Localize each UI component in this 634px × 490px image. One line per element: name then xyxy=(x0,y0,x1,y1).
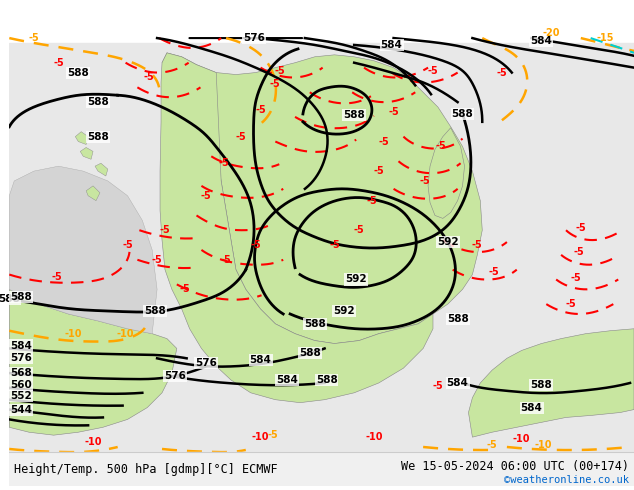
Text: 588: 588 xyxy=(447,314,469,324)
Text: 560: 560 xyxy=(10,380,32,390)
Text: -5: -5 xyxy=(255,105,266,115)
Text: -5: -5 xyxy=(366,196,377,206)
Polygon shape xyxy=(10,166,157,334)
Text: 588: 588 xyxy=(451,109,474,119)
Text: 576: 576 xyxy=(164,371,186,381)
Text: -5: -5 xyxy=(388,107,399,117)
Text: -5: -5 xyxy=(250,240,261,250)
Text: -5: -5 xyxy=(275,66,286,75)
Text: 576: 576 xyxy=(10,353,32,363)
Text: -5: -5 xyxy=(472,240,482,250)
Text: -5: -5 xyxy=(373,166,384,176)
Text: -5: -5 xyxy=(219,158,230,168)
Text: 588: 588 xyxy=(0,294,20,304)
Text: -10: -10 xyxy=(84,437,102,447)
Text: 588: 588 xyxy=(531,380,552,390)
Polygon shape xyxy=(428,128,465,219)
Text: 592: 592 xyxy=(346,274,367,285)
Polygon shape xyxy=(86,186,100,201)
Text: -5: -5 xyxy=(51,271,62,282)
Text: Height/Temp. 500 hPa [gdmp][°C] ECMWF: Height/Temp. 500 hPa [gdmp][°C] ECMWF xyxy=(14,463,278,476)
Text: 584: 584 xyxy=(380,40,403,50)
Text: -5: -5 xyxy=(436,142,446,151)
Text: -5: -5 xyxy=(235,132,246,142)
Text: -10: -10 xyxy=(534,440,552,450)
Text: 584: 584 xyxy=(447,378,469,388)
Text: 588: 588 xyxy=(316,375,337,385)
Text: 584: 584 xyxy=(521,403,543,413)
Text: 588: 588 xyxy=(299,348,321,358)
Text: 544: 544 xyxy=(10,405,32,415)
Bar xyxy=(10,43,634,452)
Text: -5: -5 xyxy=(420,176,430,186)
Text: -5: -5 xyxy=(427,66,438,75)
Text: -5: -5 xyxy=(160,225,171,235)
Text: 592: 592 xyxy=(437,237,458,247)
Text: -5: -5 xyxy=(487,440,498,450)
Text: 588: 588 xyxy=(145,306,166,316)
Text: -5: -5 xyxy=(270,79,281,89)
Text: -5: -5 xyxy=(221,255,231,265)
Polygon shape xyxy=(162,53,482,343)
Polygon shape xyxy=(75,132,88,145)
Polygon shape xyxy=(160,53,433,403)
Text: -20: -20 xyxy=(543,28,560,38)
Text: 584: 584 xyxy=(10,341,32,350)
Text: 576: 576 xyxy=(243,33,264,43)
Text: 588: 588 xyxy=(87,97,109,107)
Polygon shape xyxy=(81,147,93,159)
Text: -5: -5 xyxy=(144,73,155,82)
Polygon shape xyxy=(469,329,634,437)
Text: -10: -10 xyxy=(65,329,82,339)
Text: -5: -5 xyxy=(566,299,576,309)
Text: -10: -10 xyxy=(365,432,382,442)
Bar xyxy=(10,452,634,487)
Text: -10: -10 xyxy=(513,434,531,444)
Text: -10: -10 xyxy=(252,432,269,442)
Text: -5: -5 xyxy=(329,240,340,250)
Text: -15: -15 xyxy=(597,33,614,43)
Text: -5: -5 xyxy=(53,58,64,68)
Text: -5: -5 xyxy=(268,430,279,440)
Text: -5: -5 xyxy=(29,33,39,43)
Text: 592: 592 xyxy=(333,306,355,316)
Text: -5: -5 xyxy=(201,191,212,201)
Text: 588: 588 xyxy=(343,110,365,120)
Text: 584: 584 xyxy=(531,36,552,46)
Text: -5: -5 xyxy=(152,255,162,265)
Text: -10: -10 xyxy=(117,329,134,339)
Text: -5: -5 xyxy=(179,284,190,294)
Polygon shape xyxy=(95,163,108,176)
Text: 588: 588 xyxy=(304,319,326,329)
Text: 584: 584 xyxy=(250,355,271,365)
Text: -5: -5 xyxy=(576,223,586,233)
Text: -5: -5 xyxy=(122,240,133,250)
Text: 584: 584 xyxy=(276,375,298,385)
Text: 588: 588 xyxy=(87,132,109,142)
Text: ©weatheronline.co.uk: ©weatheronline.co.uk xyxy=(504,474,629,485)
Text: -5: -5 xyxy=(573,247,584,257)
Text: 588: 588 xyxy=(10,292,32,302)
Text: 552: 552 xyxy=(10,391,32,401)
Text: We 15-05-2024 06:00 UTC (00+174): We 15-05-2024 06:00 UTC (00+174) xyxy=(401,460,629,473)
Text: 576: 576 xyxy=(195,358,217,368)
Text: 588: 588 xyxy=(67,68,89,77)
Text: -5: -5 xyxy=(378,137,389,147)
Polygon shape xyxy=(10,289,177,435)
Text: -5: -5 xyxy=(489,267,500,276)
Text: -5: -5 xyxy=(571,272,581,283)
Text: 568: 568 xyxy=(10,368,32,378)
Text: -5: -5 xyxy=(354,225,365,235)
Text: -5: -5 xyxy=(496,68,507,77)
Text: -5: -5 xyxy=(432,381,443,391)
